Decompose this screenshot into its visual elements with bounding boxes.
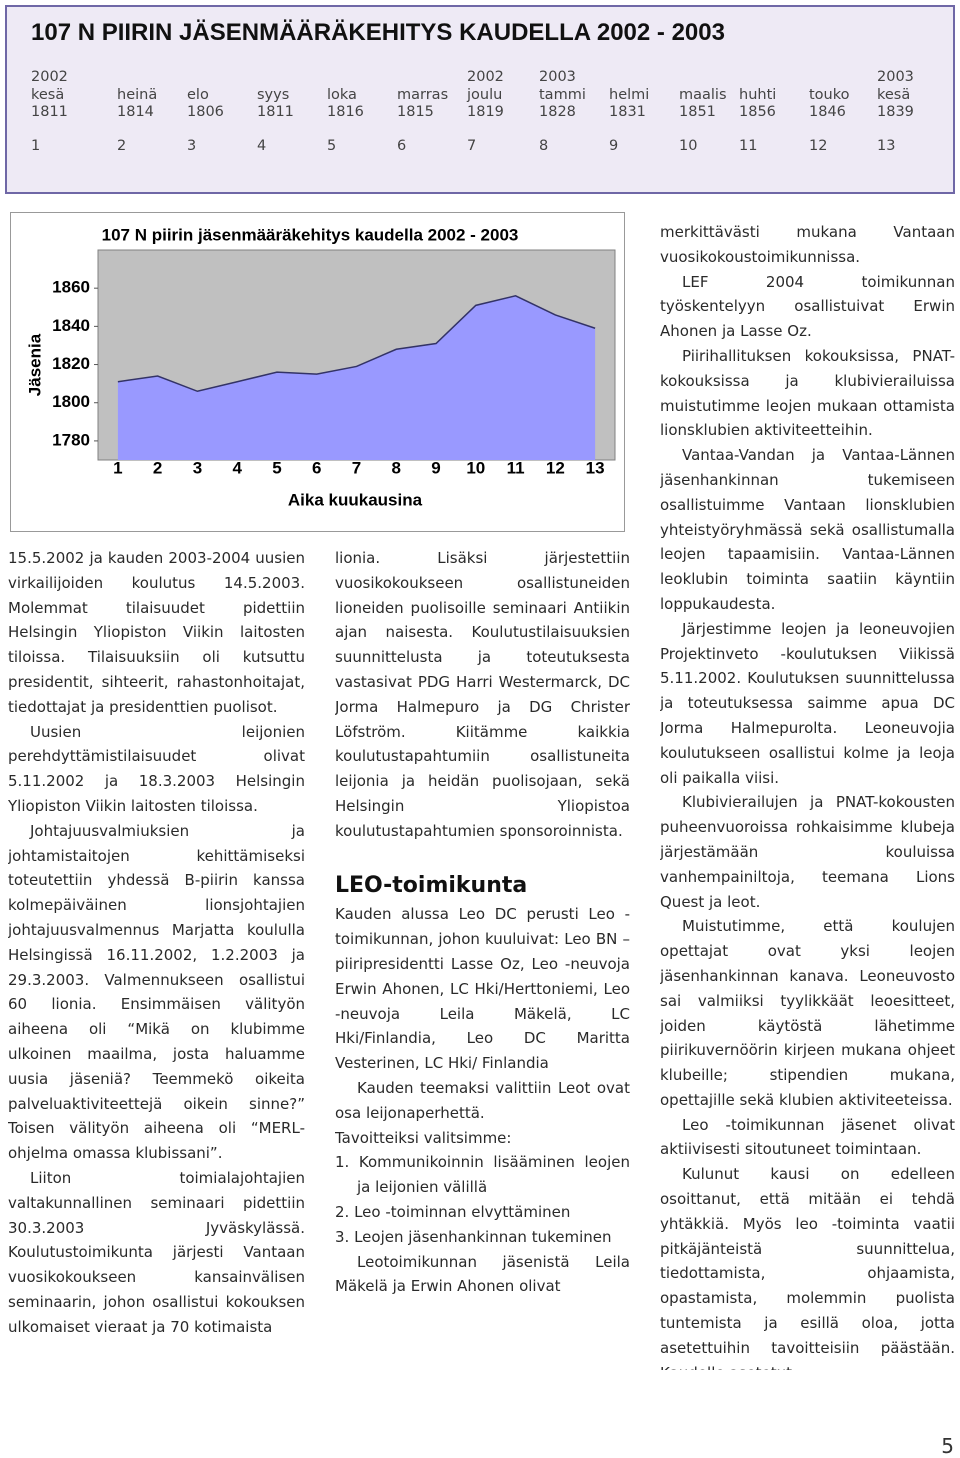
table-cell: 1831 [609, 104, 646, 120]
x-tick-label: 9 [431, 458, 440, 477]
chart: 107 N piirin jäsenmääräkehitys kaudella … [10, 212, 625, 532]
table-cell: 1814 [117, 104, 154, 120]
goal-list: 1. Kommunikoinnin lisääminen leojen ja l… [335, 1150, 630, 1249]
table-cell: 11 [739, 138, 758, 154]
table-cell: touko [809, 87, 850, 103]
area-outline [117, 295, 596, 393]
table-cell: 2003 [539, 69, 576, 85]
x-tick-label: 8 [392, 458, 401, 477]
y-tick-label: 1860 [52, 278, 90, 297]
chart-title: 107 N piirin jäsenmääräkehitys kaudella … [102, 225, 519, 244]
table-cell: huhti [739, 87, 777, 103]
paragraph: Muistutimme, että koulujen opettajat ova… [660, 917, 955, 1109]
table-cell: kesä [31, 87, 65, 103]
table-cell: 1816 [327, 104, 364, 120]
paragraph: Järjestimme leojen ja leoneuvojien Proje… [660, 619, 955, 787]
paragraph: Kauden teemaksi valittiin Leot ovat osa … [335, 1078, 630, 1122]
table-cell: 1811 [257, 104, 294, 120]
section-heading: LEO-toimikunta [335, 872, 528, 898]
x-tick-label: 3 [193, 458, 202, 477]
paragraph: Uusien leijonien perehdyttämistilaisuude… [8, 722, 305, 815]
paragraph: Liiton toimialajohtajien valtakunnalline… [8, 1168, 305, 1336]
table-cell: 2002 [31, 69, 68, 85]
x-tick-label: 4 [232, 458, 242, 477]
y-tick-label: 1780 [52, 430, 90, 449]
paragraph: merkittävästi mukana Vantaan vuosikokous… [660, 223, 955, 266]
text-column: merkittävästi mukana Vantaan vuosikokous… [660, 220, 955, 1370]
x-tick-label: 7 [352, 458, 361, 477]
table-cell: 8 [539, 138, 549, 154]
goal-item: 2. Leo -toiminnan elvyttäminen [335, 1202, 571, 1221]
y-tick-label: 1840 [52, 316, 90, 335]
paragraph: Klubivierailujen ja PNAT-kokousten puhee… [660, 793, 955, 911]
table-cell: 3 [187, 138, 197, 154]
table-cell: maalis [679, 87, 727, 103]
table-cell: heinä [117, 87, 158, 103]
table-cell: elo [187, 87, 209, 103]
table-cell: 10 [679, 138, 698, 154]
table-cell: 1 [31, 138, 41, 154]
paragraph: Leo -toimikunnan jäsenet olivat aktiivis… [660, 1115, 955, 1159]
table-cell: tammi [539, 87, 586, 103]
x-tick-label: 1 [113, 458, 122, 477]
paragraph: 15.5.2002 ja kauden 2003-2004 uusien vir… [8, 549, 305, 716]
table-cell: 1851 [679, 104, 716, 120]
table-cell: kesä [877, 87, 911, 103]
paragraph: lionia. Lisäksi järjestettiin vuosikokou… [335, 549, 630, 840]
paragraph: Tavoitteiksi valitsimme: [335, 1128, 512, 1147]
y-tick-label: 1820 [52, 354, 90, 373]
x-tick-label: 11 [507, 458, 525, 477]
table-cell: joulu [467, 87, 503, 103]
x-tick-label: 5 [272, 458, 281, 477]
paragraph: Kauden alussa Leo DC perusti Leo -toimik… [335, 905, 630, 1073]
table-cell: helmi [609, 87, 650, 103]
x-tick-label: 2 [153, 458, 162, 477]
paragraph: LEF 2004 toimikunnan työskentelyyn osall… [660, 272, 955, 341]
text-column: lionia. Lisäksi järjestettiin vuosikokou… [335, 546, 630, 1376]
table-cell: 1839 [877, 104, 914, 120]
table-cell: 13 [877, 138, 896, 154]
page-number: 5 [941, 1434, 954, 1458]
table-cell: 4 [257, 138, 267, 154]
table-cell: 1846 [809, 104, 846, 120]
paragraph: Piirihallituksen kokouksissa, PNAT-kokou… [660, 346, 955, 440]
table-cell: 2002 [467, 69, 504, 85]
table-cell: 12 [809, 138, 828, 154]
table-cell: marras [397, 87, 449, 103]
y-tick-label: 1800 [52, 392, 90, 411]
table-cell: 2003 [877, 69, 914, 85]
table-cell: 5 [327, 138, 337, 154]
goal-item: 3. Leojen jäsenhankinnan tukeminen [335, 1227, 612, 1246]
table-cell: 1828 [539, 104, 576, 120]
table-cell: loka [327, 87, 357, 103]
goal-item: 1. Kommunikoinnin lisääminen leojen ja l… [335, 1153, 630, 1197]
paragraph: Vantaa-Vandan ja Vantaa-Lännen jäsenhank… [660, 446, 955, 613]
table-cell: 1811 [31, 104, 68, 120]
table-cell: syys [257, 87, 290, 103]
header-title: 107 N PIIRIN JÄSENMÄÄRÄKEHITYS KAUDELLA … [31, 19, 725, 46]
text-column: 15.5.2002 ja kauden 2003-2004 uusien vir… [8, 546, 305, 1376]
y-axis-label: Jäsenia [25, 333, 44, 396]
x-tick-label: 10 [466, 458, 485, 477]
table-cell: 1806 [187, 104, 224, 120]
table-cell: 1856 [739, 104, 776, 120]
x-tick-label: 12 [546, 458, 565, 477]
x-tick-label: 6 [312, 458, 321, 477]
table-cell: 1819 [467, 104, 504, 120]
x-axis-label: Aika kuukausina [288, 490, 423, 509]
x-tick-label: 13 [586, 458, 605, 477]
paragraph: Kulunut kausi on edelleen osoittanut, et… [660, 1165, 955, 1370]
table-cell: 1815 [397, 104, 434, 120]
paragraph: Johtajuusvalmiuksien ja johtamistaitojen… [8, 821, 305, 1163]
table-cell: 2 [117, 138, 127, 154]
table-cell: 6 [397, 138, 407, 154]
paragraph: Leotoimikunnan jäsenistä Leila Mäkelä ja… [335, 1252, 630, 1296]
table-cell: 7 [467, 138, 477, 154]
table-cell: 9 [609, 138, 619, 154]
area [117, 295, 596, 460]
header-box: 107 N PIIRIN JÄSENMÄÄRÄKEHITYS KAUDELLA … [5, 5, 955, 194]
